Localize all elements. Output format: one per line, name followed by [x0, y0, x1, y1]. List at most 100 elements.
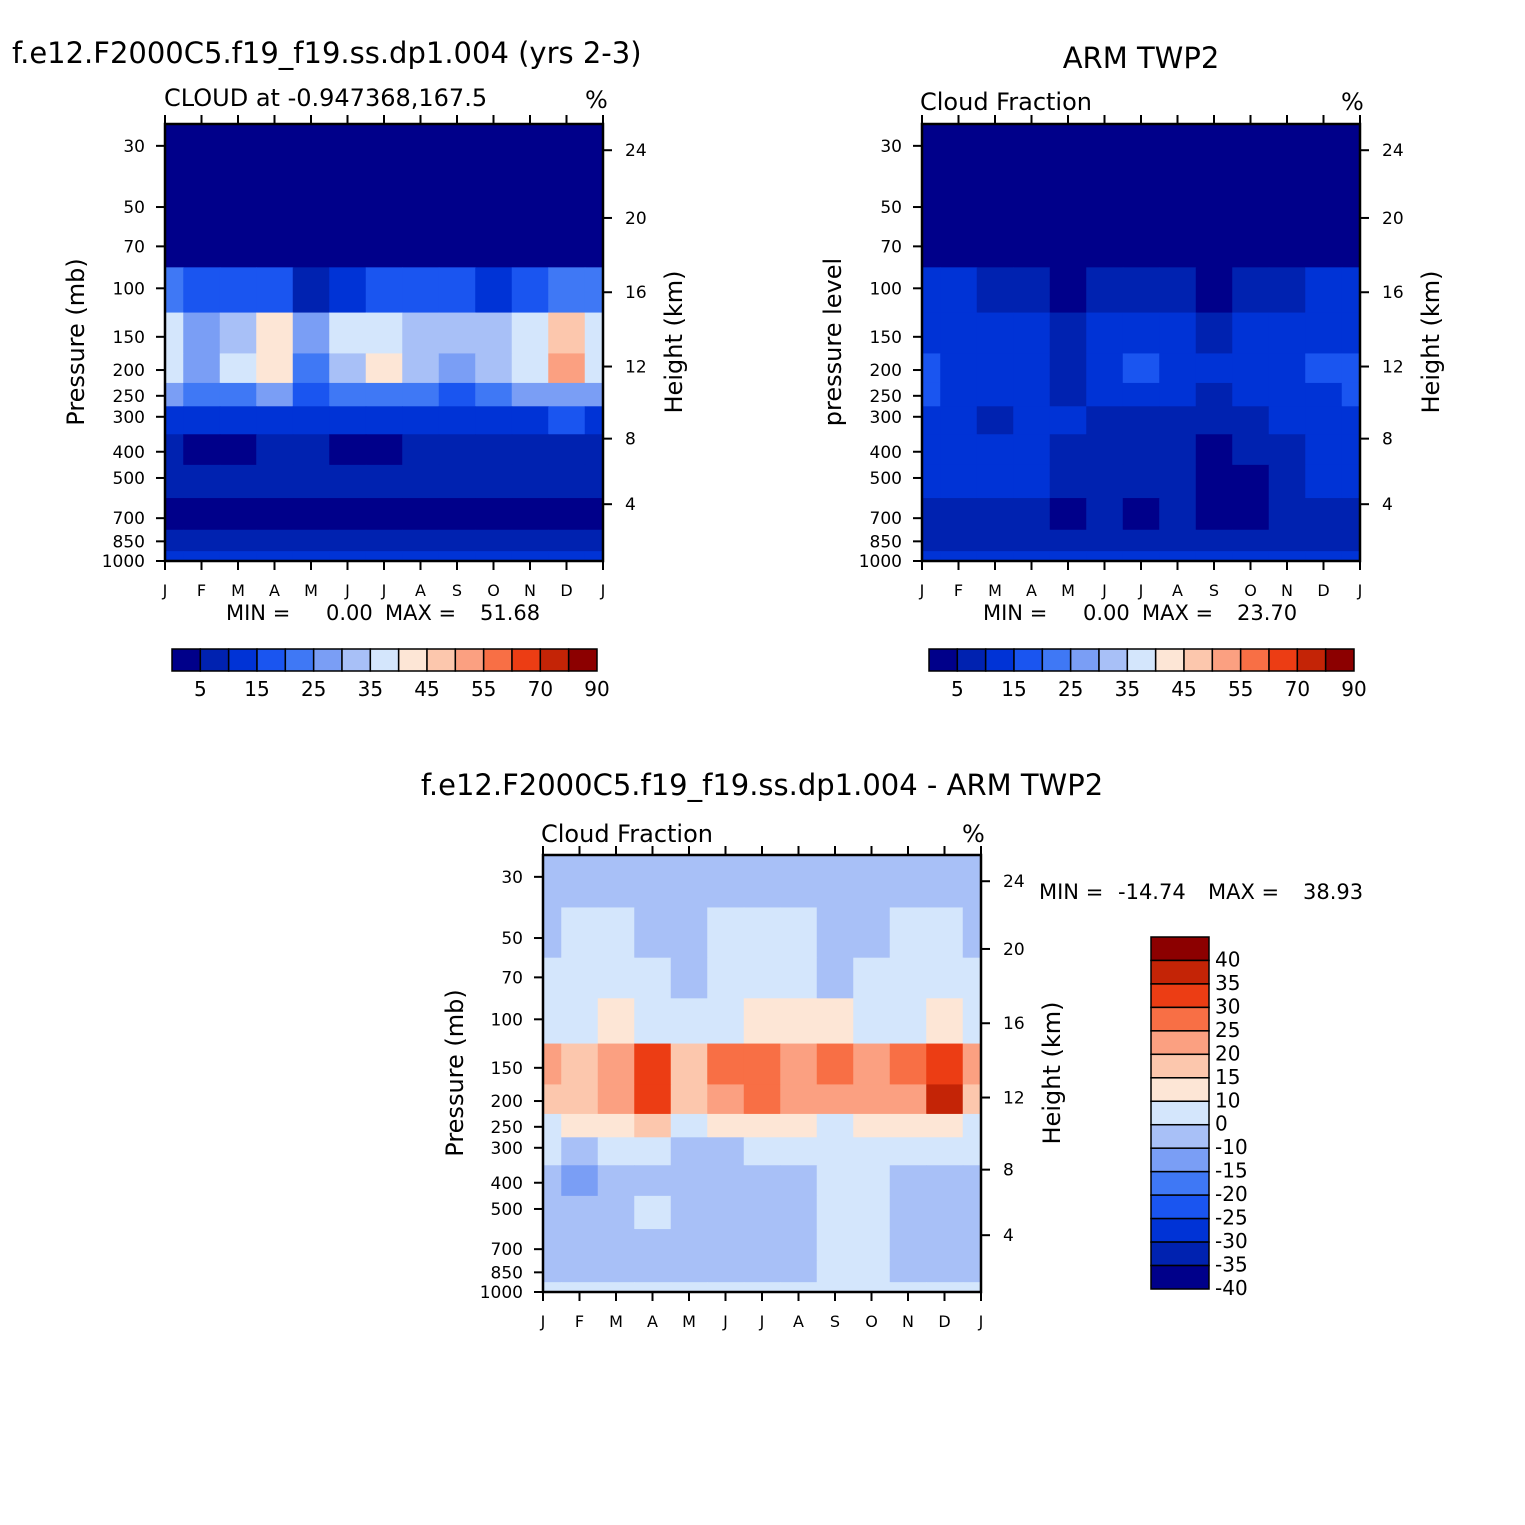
heatmap-cell [438, 267, 476, 314]
heatmap-cell [543, 1043, 562, 1086]
heatmap-cell [670, 998, 708, 1045]
colorbar-swatch [1150, 1006, 1210, 1032]
heatmap-cell [670, 1282, 708, 1293]
heatmap-cell [1086, 226, 1124, 268]
heatmap-cell [940, 267, 978, 314]
heatmap-cell [922, 312, 941, 355]
model-panel: f.e12.F2000C5.f19_f19.ss.dp1.004 (yrs 2-… [12, 36, 688, 701]
heatmap-cell [940, 406, 978, 435]
heatmap-cell [1086, 551, 1124, 562]
heatmap-cell [365, 226, 403, 268]
heatmap-cell [1305, 529, 1343, 552]
y-tick-label: 500 [113, 469, 145, 489]
obs-min-value: 0.00 [1083, 601, 1130, 625]
colorbar-swatch [1296, 648, 1327, 672]
heatmap-cell [219, 267, 257, 314]
heatmap-cell [707, 1165, 745, 1197]
colorbar-swatch [1098, 648, 1129, 672]
heatmap-cell [219, 434, 257, 466]
y-tick-label: 850 [870, 532, 902, 552]
heatmap-cell [329, 176, 367, 228]
heatmap-cell [1305, 464, 1343, 499]
heatmap-cell [816, 1195, 854, 1230]
model-colorbar: 5 15 25 35 45 55 70 90 [171, 648, 610, 701]
heatmap-cell [475, 551, 513, 562]
heatmap-cell [1122, 353, 1160, 384]
colorbar-swatch [956, 648, 987, 672]
colorbar-swatch [984, 648, 1015, 672]
heatmap-cell [183, 267, 221, 314]
heatmap-cell [889, 907, 927, 959]
heatmap-cell [922, 529, 941, 552]
x-tick-label: M [304, 581, 318, 600]
diff-y-axis-label: Pressure (mb) [441, 989, 469, 1156]
heatmap-cell [889, 1165, 927, 1197]
heatmap-cell [1013, 124, 1051, 178]
obs-min-label: MIN = [983, 601, 1047, 625]
heatmap-cell [926, 998, 964, 1045]
heatmap-cell [1013, 353, 1051, 384]
heatmap-cell [926, 957, 964, 999]
heatmap-cell [853, 998, 891, 1045]
heatmap-cell [1305, 382, 1343, 407]
colorbar-tick-label: 30 [1215, 994, 1240, 1018]
heatmap-cell [543, 957, 562, 999]
colorbar-swatch [1150, 983, 1210, 1009]
heatmap-cell [438, 498, 476, 531]
heatmap-cell [1341, 406, 1361, 435]
heatmap-cell [670, 907, 708, 959]
heatmap-cell [634, 1084, 672, 1115]
heatmap-cell [329, 226, 367, 268]
heatmap-cell [922, 176, 941, 228]
heatmap-cell [402, 176, 440, 228]
heatmap-cell [365, 267, 403, 314]
y-tick-label: 200 [491, 1092, 523, 1112]
heatmap-cell [922, 464, 941, 499]
heatmap-cell [1086, 267, 1124, 314]
heatmap-cell [976, 312, 1014, 355]
heatmap-cell [1086, 353, 1124, 384]
heatmap-cell [219, 498, 257, 531]
heatmap-cell [926, 1113, 964, 1138]
heatmap-cell [1049, 267, 1087, 314]
y-tick-label: 400 [491, 1174, 523, 1194]
heatmap-cell [1341, 124, 1361, 178]
y-tick-label: 400 [113, 443, 145, 463]
heatmap-cell [1232, 551, 1270, 562]
y-tick-label: 1000 [859, 552, 902, 572]
heatmap-cell [1232, 267, 1270, 314]
heatmap-cell [183, 464, 221, 499]
heatmap-cell [780, 1229, 818, 1262]
heatmap-cell [561, 1165, 599, 1197]
heatmap-cell [816, 1043, 854, 1086]
heatmap-cell [475, 382, 513, 407]
heatmap-cell [1159, 382, 1197, 407]
colorbar-tick-label: 90 [1341, 677, 1366, 701]
heatmap-cell [1195, 267, 1233, 314]
model-y-axis-label: Pressure (mb) [62, 258, 90, 425]
heatmap-cell [256, 382, 294, 407]
heatmap-cell [402, 406, 440, 435]
heatmap-cell [853, 957, 891, 999]
heatmap-cell [584, 464, 604, 499]
heatmap-cell [219, 176, 257, 228]
y-tick-label: 150 [870, 328, 902, 348]
heatmap-cell [816, 907, 854, 959]
y-tick-label: 250 [491, 1118, 523, 1138]
y-tick-label: 250 [870, 387, 902, 407]
heatmap-cell [1305, 226, 1343, 268]
heatmap-cell [548, 434, 586, 466]
heatmap-cell [561, 1260, 599, 1283]
heatmap-cell [889, 1260, 927, 1283]
heatmap-cell [548, 226, 586, 268]
heatmap-cell [922, 124, 941, 178]
heatmap-cell [165, 434, 184, 466]
heatmap-cell [475, 226, 513, 268]
x-tick-label: A [793, 1312, 804, 1331]
model-units-label: % [585, 86, 608, 114]
y-tick-label: 300 [870, 408, 902, 428]
colorbar-tick-label: -10 [1215, 1135, 1248, 1159]
heatmap-cell [402, 312, 440, 355]
y-tick-label: 100 [113, 279, 145, 299]
heatmap-cell [256, 434, 294, 466]
